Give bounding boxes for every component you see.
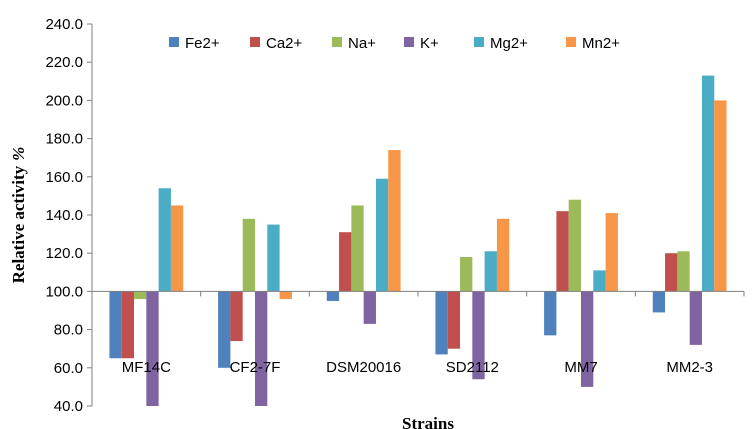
bar bbox=[363, 291, 376, 324]
category-label: SD2112 bbox=[446, 359, 499, 376]
bar bbox=[665, 253, 678, 292]
bar bbox=[218, 291, 231, 368]
bar bbox=[242, 218, 255, 292]
y-axis-title: Relative activity% bbox=[9, 147, 28, 284]
bar bbox=[460, 257, 473, 292]
legend: Fe2+ Ca2+ Na+ K+ Mg2+ Mn2+ bbox=[169, 35, 620, 52]
bar bbox=[230, 291, 243, 342]
y-tick-label: 140.0 bbox=[45, 207, 83, 224]
bar bbox=[677, 251, 690, 292]
legend-label: Na+ bbox=[348, 35, 376, 52]
legend-swatch bbox=[250, 37, 260, 47]
bar bbox=[544, 291, 557, 336]
bar bbox=[435, 291, 448, 355]
bar bbox=[701, 75, 715, 292]
bar bbox=[255, 291, 268, 406]
y-tick-label: 180.0 bbox=[45, 131, 83, 148]
y-tick-label: 60.0 bbox=[54, 360, 83, 377]
category-label: MM2-3 bbox=[666, 359, 713, 376]
bar bbox=[472, 291, 485, 380]
legend-label: Ca2+ bbox=[266, 35, 303, 52]
bars bbox=[109, 75, 727, 406]
bar bbox=[388, 150, 401, 292]
bar bbox=[714, 100, 727, 292]
bar bbox=[447, 291, 461, 349]
y-tick-label: 100.0 bbox=[45, 283, 83, 300]
y-tick-label: 120.0 bbox=[45, 245, 83, 262]
y-tick-label: 200.0 bbox=[45, 92, 83, 109]
bar bbox=[375, 178, 389, 292]
bar bbox=[652, 291, 666, 313]
category-label: CF2-7F bbox=[230, 359, 281, 376]
bar bbox=[689, 291, 702, 345]
y-tick-label: 220.0 bbox=[45, 54, 83, 71]
bar bbox=[326, 291, 340, 301]
bar bbox=[146, 291, 159, 406]
bar bbox=[581, 291, 594, 387]
y-axis-title-unit: % bbox=[9, 147, 28, 161]
bar bbox=[568, 199, 581, 292]
x-axis-title: Strains bbox=[402, 414, 454, 429]
legend-swatch bbox=[404, 37, 414, 47]
bar bbox=[267, 224, 280, 292]
legend-label: K+ bbox=[420, 35, 439, 52]
bar bbox=[593, 270, 606, 292]
y-axis: 40.0 60.0 80.0 100.0 120.0 140.0 160.0 180.0 200… bbox=[45, 16, 93, 415]
category-label: DSM20016 bbox=[326, 359, 401, 376]
bar bbox=[279, 291, 292, 300]
legend-label: Mn2+ bbox=[582, 35, 620, 52]
legend-label: Mg2+ bbox=[490, 35, 528, 52]
legend-swatch bbox=[474, 37, 484, 47]
bar bbox=[339, 232, 352, 292]
bar bbox=[121, 291, 135, 359]
bar bbox=[496, 218, 510, 292]
y-axis-title-text: Relative activity bbox=[9, 165, 28, 283]
y-tick-label: 80.0 bbox=[54, 322, 83, 339]
bar bbox=[351, 205, 364, 292]
y-tick-label: 160.0 bbox=[45, 169, 83, 186]
bar bbox=[484, 251, 497, 292]
legend-swatch bbox=[332, 37, 342, 47]
bar bbox=[109, 291, 122, 359]
x-axis: MF14C CF2-7F DSM20016 SD2112 MM7 MM2-3 bbox=[91, 290, 745, 376]
bar bbox=[556, 211, 569, 292]
category-label: MM7 bbox=[564, 359, 597, 376]
bar bbox=[134, 291, 147, 300]
y-tick-label: 240.0 bbox=[45, 16, 83, 33]
y-tick-label: 40.0 bbox=[54, 398, 83, 415]
bar bbox=[605, 213, 618, 292]
category-label: MF14C bbox=[122, 359, 171, 376]
legend-swatch bbox=[566, 37, 576, 47]
legend-swatch bbox=[169, 37, 179, 47]
bar bbox=[158, 188, 171, 292]
legend-label: Fe2+ bbox=[185, 35, 220, 52]
bar bbox=[170, 205, 184, 292]
